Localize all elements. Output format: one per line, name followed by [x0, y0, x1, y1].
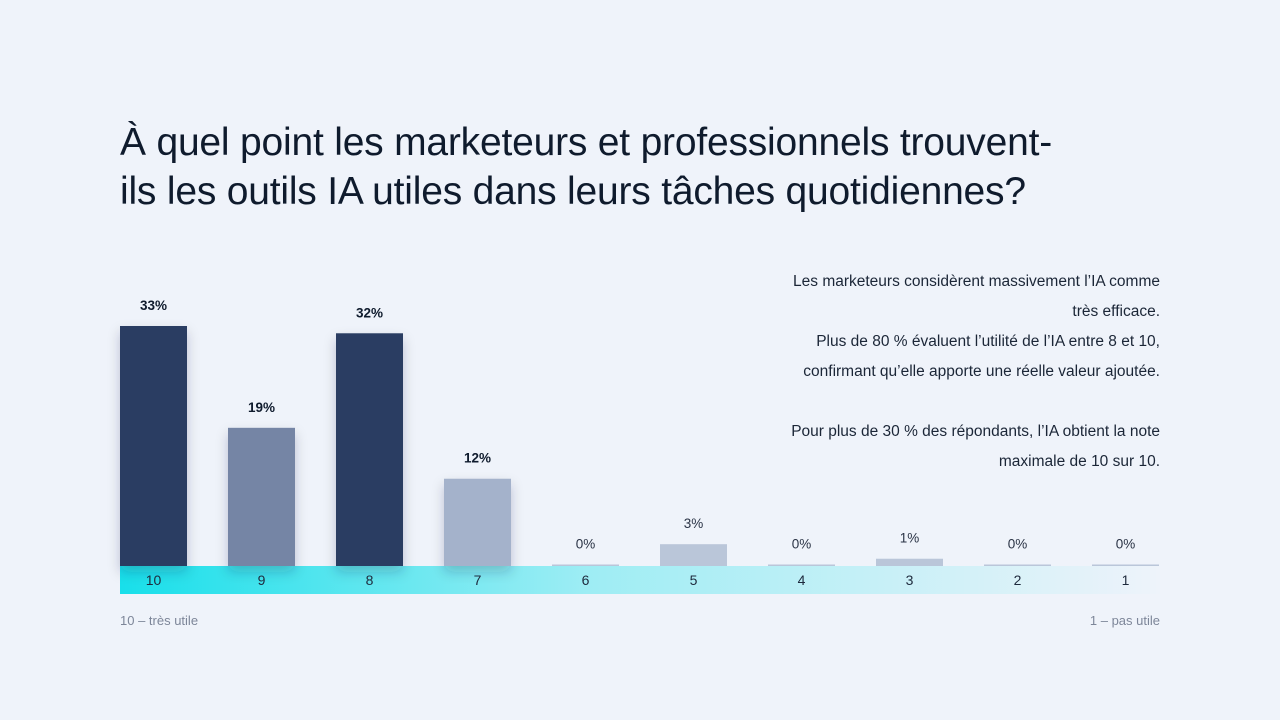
bars-group	[120, 326, 1159, 566]
insight-line: Plus de 80 % évaluent l’utilité de l’IA …	[816, 333, 1160, 350]
insight-line: très efficace.	[1072, 303, 1160, 320]
bar-1	[1092, 564, 1159, 566]
value-label-5: 3%	[684, 516, 704, 531]
insight-line: maximale de 10 sur 10.	[998, 453, 1160, 470]
insight-line: confirmant qu’elle apporte une réelle va…	[803, 363, 1160, 380]
tick-label-8: 8	[366, 572, 374, 588]
value-label-3: 1%	[900, 531, 920, 546]
chart-title-line-2: ils les outils IA utiles dans leurs tâch…	[120, 170, 1026, 213]
tick-label-9: 9	[258, 572, 266, 588]
bar-8	[336, 333, 403, 566]
chart-title-line-1: À quel point les marketeurs et professio…	[120, 121, 1052, 164]
tick-label-2: 2	[1014, 572, 1022, 588]
tick-label-5: 5	[690, 572, 698, 588]
value-label-10: 33%	[140, 298, 167, 313]
bar-7	[444, 478, 511, 566]
bar-10	[120, 326, 187, 566]
value-labels-group: 33% 19% 32% 12% 0% 3% 0% 1% 0% 0%	[140, 298, 1135, 552]
bar-9	[228, 427, 295, 566]
insight-text: Les marketeurs considèrent massivement l…	[690, 267, 1160, 477]
scale-gradient-strip	[120, 566, 1160, 594]
value-label-1: 0%	[1116, 537, 1136, 552]
tick-label-10: 10	[146, 572, 162, 588]
value-label-4: 0%	[792, 537, 812, 552]
value-label-8: 32%	[356, 305, 383, 320]
tick-label-3: 3	[906, 572, 914, 588]
value-label-6: 0%	[576, 537, 596, 552]
tick-label-7: 7	[474, 572, 482, 588]
value-label-2: 0%	[1008, 537, 1028, 552]
tick-label-1: 1	[1122, 572, 1130, 588]
value-label-7: 12%	[464, 451, 491, 466]
bar-5	[660, 544, 727, 566]
insight-line: Les marketeurs considèrent massivement l…	[793, 273, 1160, 290]
scale-caption-high: 10 – très utile	[120, 613, 199, 628]
scale-caption-low: 1 – pas utile	[1089, 613, 1160, 628]
insight-line: Pour plus de 30 % des répondants, l’IA o…	[791, 423, 1160, 440]
bar-4	[768, 564, 835, 566]
bar-2	[984, 564, 1051, 566]
bar-6	[552, 564, 619, 566]
value-label-9: 19%	[248, 400, 275, 415]
chart-title: À quel point les marketeurs et professio…	[120, 118, 1180, 216]
tick-label-6: 6	[582, 572, 590, 588]
tick-labels-group: 10 9 8 7 6 5 4 3 2 1	[146, 572, 1130, 588]
tick-label-4: 4	[798, 572, 806, 588]
bar-3	[876, 558, 943, 566]
